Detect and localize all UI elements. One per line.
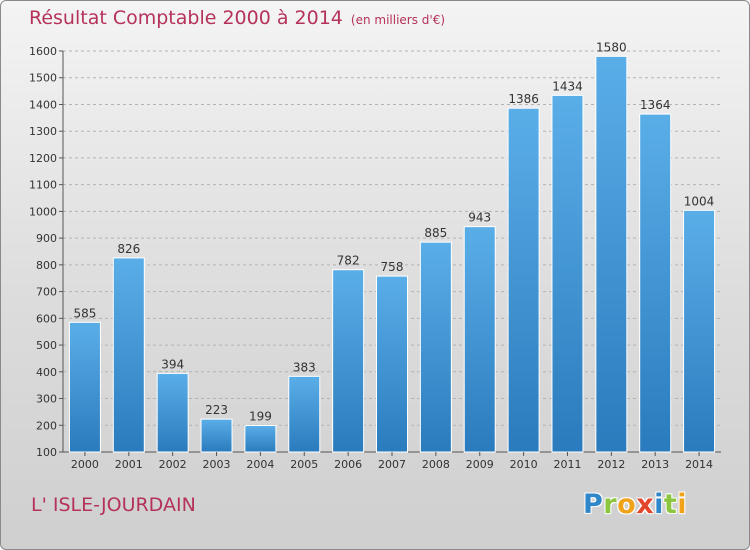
location-label: L' ISLE-JOURDAIN	[31, 494, 196, 516]
y-tick-label: 900	[36, 232, 57, 245]
y-tick-label: 700	[36, 286, 57, 299]
logo-letter: i	[677, 489, 688, 520]
x-tick-label: 2006	[334, 458, 362, 471]
bar-value-label: 585	[73, 306, 96, 320]
y-tick-label: 300	[36, 393, 57, 406]
bar	[551, 94, 584, 453]
y-tick-label: 1400	[29, 98, 57, 111]
y-tick-label: 500	[36, 339, 57, 352]
bar-value-label: 1434	[552, 79, 583, 93]
value-labels: 585 826 394 223 199 383 782 758 885 943 1386 1434 15…	[73, 40, 714, 423]
x-tick-label: 2012	[597, 458, 625, 471]
bar	[156, 372, 189, 453]
y-tick-label: 800	[36, 259, 57, 272]
logo-letter: x	[636, 489, 655, 520]
x-tick-label: 2010	[510, 458, 538, 471]
x-tick-label: 2004	[246, 458, 274, 471]
proxiti-logo: Proxiti	[583, 489, 687, 520]
bar	[595, 55, 628, 453]
bar	[332, 269, 365, 453]
bar-value-label: 383	[293, 360, 316, 374]
x-tick-label: 2011	[553, 458, 581, 471]
bar-value-label: 394	[161, 357, 184, 371]
bar-value-label: 758	[381, 260, 404, 274]
x-axis-ticks: 2000 2001 2002 2003 2004 2005 2006 2007 2008 2009…	[71, 452, 713, 471]
bar	[507, 107, 540, 453]
x-tick-label: 2005	[290, 458, 318, 471]
x-tick-label: 2002	[159, 458, 187, 471]
bar	[639, 113, 672, 453]
y-tick-label: 1000	[29, 205, 57, 218]
bar	[200, 418, 233, 453]
bar	[112, 257, 145, 453]
x-tick-label: 2008	[422, 458, 450, 471]
bar-value-label: 1386	[508, 92, 539, 106]
x-tick-label: 2009	[466, 458, 494, 471]
y-tick-label: 200	[36, 419, 57, 432]
x-tick-label: 2007	[378, 458, 406, 471]
bar-value-label: 943	[468, 211, 491, 225]
logo-letter: r	[603, 489, 618, 520]
bar-value-label: 199	[249, 410, 272, 424]
x-tick-label: 2000	[71, 458, 99, 471]
y-tick-label: 1200	[29, 152, 57, 165]
bar	[68, 321, 101, 453]
y-tick-label: 1300	[29, 125, 57, 138]
y-tick-label: 1500	[29, 72, 57, 85]
bar-value-label: 223	[205, 403, 228, 417]
bar	[288, 375, 321, 453]
logo-letter: P	[583, 489, 604, 520]
x-tick-label: 2003	[203, 458, 231, 471]
bars	[68, 55, 716, 453]
y-tick-label: 1100	[29, 179, 57, 192]
bar	[419, 241, 452, 453]
y-tick-label: 400	[36, 366, 57, 379]
bar-value-label: 885	[424, 226, 447, 240]
y-tick-label: 600	[36, 312, 57, 325]
chart-subtitle: (en milliers d'€)	[350, 13, 446, 27]
bar	[244, 425, 277, 453]
logo-letter: t	[663, 489, 678, 520]
x-tick-label: 2013	[641, 458, 669, 471]
bar-value-label: 1364	[640, 98, 671, 112]
y-tick-label: 1600	[29, 45, 57, 58]
chart-title-text: Résultat Comptable 2000 à 2014	[29, 7, 343, 29]
logo-letter: o	[617, 489, 637, 520]
chart-title: Résultat Comptable 2000 à 2014 (en millie…	[29, 7, 445, 29]
x-tick-label: 2014	[685, 458, 713, 471]
bar-value-label: 1004	[684, 194, 715, 208]
bar	[376, 275, 408, 453]
bar	[463, 226, 496, 453]
bar-value-label: 782	[337, 254, 360, 268]
x-tick-label: 2001	[115, 458, 143, 471]
y-tick-label: 100	[36, 446, 57, 459]
bar-value-label: 1580	[596, 40, 627, 54]
bar-value-label: 826	[117, 242, 140, 256]
bar	[683, 209, 716, 453]
logo-letter: i	[654, 489, 664, 520]
